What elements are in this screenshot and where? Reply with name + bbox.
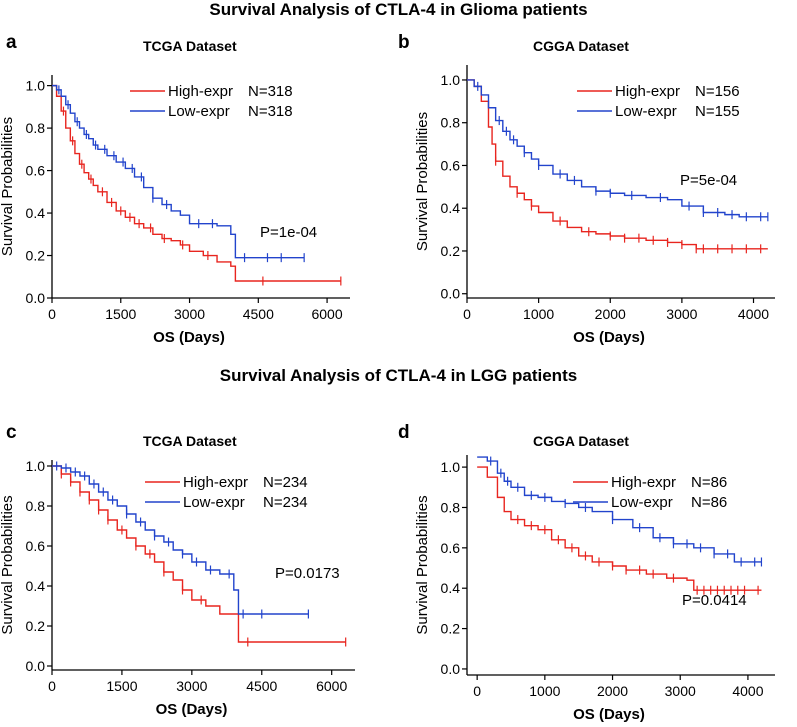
x-tick-label: 3000: [176, 678, 207, 694]
panel-letter-d: d: [398, 422, 410, 443]
y-tick-label: 0.2: [26, 618, 46, 634]
x-tick-label: 3000: [174, 306, 205, 322]
y-tick-label: 0.6: [441, 540, 461, 556]
y-tick-label: 0.0: [441, 661, 461, 677]
x-tick-label: 6000: [311, 306, 342, 322]
section-title-lgg: Survival Analysis of CTLA-4 in LGG patie…: [219, 366, 578, 385]
x-axis-label: OS (Days): [156, 701, 228, 718]
legend-count: N=86: [691, 494, 727, 511]
x-tick-label: 1000: [523, 306, 554, 322]
x-tick-label: 0: [463, 306, 471, 322]
legend-count: N=234: [263, 474, 308, 491]
y-axis-label: Survival Probabilities: [0, 495, 16, 634]
series-line-high-expr: [52, 84, 341, 282]
y-tick-label: 0.8: [441, 115, 461, 131]
panel-letter-a: a: [6, 32, 17, 53]
panel-title-b: CGGA Dataset: [533, 38, 629, 54]
p-value-annotation: P=0.0173: [275, 565, 340, 582]
y-tick-label: 0.4: [26, 578, 46, 594]
y-tick-label: 0.8: [26, 498, 46, 514]
x-tick-label: 3000: [666, 306, 697, 322]
panel-title-c: TCGA Dataset: [143, 433, 237, 449]
y-tick-label: 0.4: [441, 580, 461, 596]
y-axis-label: Survival Probabilities: [0, 117, 16, 256]
legend-label: High-expr: [168, 83, 233, 100]
y-tick-label: 0.4: [26, 205, 46, 221]
x-tick-label: 0: [473, 683, 481, 699]
legend-label: Low-expr: [183, 494, 245, 511]
x-tick-label: 0: [48, 306, 56, 322]
y-tick-label: 0.0: [26, 658, 46, 674]
series-line-low-expr: [52, 84, 305, 259]
panel-title-a: TCGA Dataset: [143, 38, 237, 54]
y-tick-label: 1.0: [441, 459, 461, 475]
x-tick-label: 1000: [529, 683, 560, 699]
y-tick-label: 0.2: [441, 243, 461, 259]
p-value-annotation: P=1e-04: [260, 224, 317, 241]
legend-label: Low-expr: [615, 103, 677, 120]
x-tick-label: 0: [48, 678, 56, 694]
x-tick-label: 4500: [243, 306, 274, 322]
series-line-low-expr: [477, 456, 762, 563]
legend-count: N=234: [263, 494, 308, 511]
p-value-annotation: P=0.0414: [682, 592, 747, 609]
x-axis-label: OS (Days): [573, 329, 645, 346]
panel-letter-c: c: [6, 422, 17, 443]
y-tick-label: 1.0: [26, 78, 46, 94]
y-tick-label: 0.4: [441, 200, 461, 216]
y-axis-label: Survival Probabilities: [414, 112, 431, 251]
legend-count: N=156: [695, 83, 740, 100]
y-tick-label: 0.0: [26, 290, 46, 306]
legend-label: Low-expr: [611, 494, 673, 511]
panel-title-d: CGGA Dataset: [533, 433, 629, 449]
x-tick-label: 3000: [665, 683, 696, 699]
y-tick-label: 1.0: [441, 72, 461, 88]
y-tick-label: 0.6: [441, 157, 461, 173]
x-axis-label: OS (Days): [573, 706, 645, 723]
p-value-annotation: P=5e-04: [680, 172, 737, 189]
legend-count: N=155: [695, 103, 740, 120]
x-tick-label: 6000: [316, 678, 347, 694]
legend-count: N=318: [248, 83, 293, 100]
panel-letter-b: b: [398, 32, 410, 53]
y-tick-label: 0.2: [26, 248, 46, 264]
y-tick-label: 0.8: [26, 120, 46, 136]
x-tick-label: 2000: [597, 683, 628, 699]
legend-count: N=318: [248, 103, 293, 120]
legend-label: High-expr: [611, 474, 676, 491]
y-tick-label: 0.8: [441, 499, 461, 515]
series-line-high-expr: [52, 465, 346, 643]
legend-label: High-expr: [183, 474, 248, 491]
section-title-glioma: Survival Analysis of CTLA-4 in Glioma pa…: [209, 0, 588, 19]
x-tick-label: 4500: [246, 678, 277, 694]
y-tick-label: 0.6: [26, 538, 46, 554]
y-tick-label: 0.0: [441, 286, 461, 302]
y-tick-label: 0.2: [441, 621, 461, 637]
x-axis-label: OS (Days): [153, 329, 225, 346]
x-tick-label: 2000: [595, 306, 626, 322]
x-tick-label: 4000: [732, 683, 763, 699]
legend-label: Low-expr: [168, 103, 230, 120]
legend-count: N=86: [691, 474, 727, 491]
y-axis-label: Survival Probabilities: [414, 495, 431, 634]
x-tick-label: 1500: [106, 678, 137, 694]
legend-label: High-expr: [615, 83, 680, 100]
y-tick-label: 1.0: [26, 458, 46, 474]
x-tick-label: 4000: [738, 306, 769, 322]
y-tick-label: 0.6: [26, 163, 46, 179]
x-tick-label: 1500: [105, 306, 136, 322]
